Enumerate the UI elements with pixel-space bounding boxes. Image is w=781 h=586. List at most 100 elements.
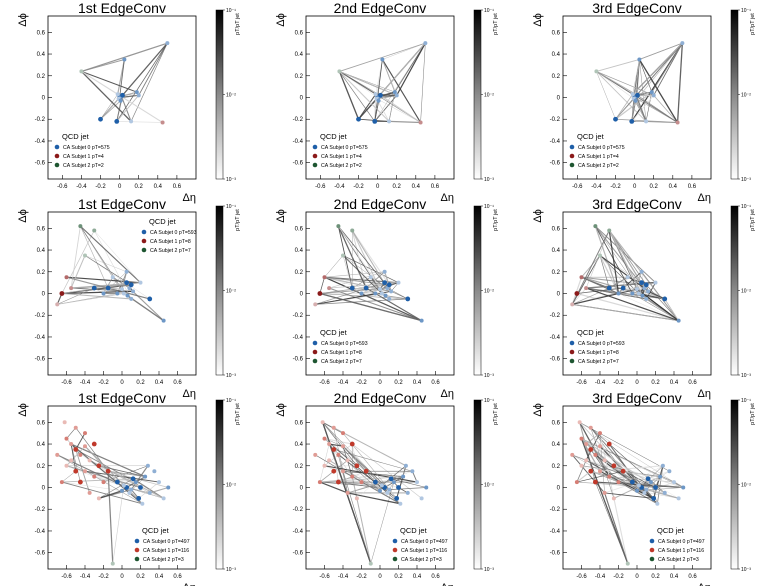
particle-point <box>134 90 139 95</box>
x-tick-label: 0.4 <box>412 184 421 190</box>
particle-point <box>394 93 399 98</box>
edge-layer <box>55 420 171 566</box>
colorbar-bar <box>730 205 739 376</box>
particle-point <box>359 291 364 296</box>
particle-point <box>124 269 129 274</box>
y-tick-label: 0.2 <box>552 74 561 80</box>
particle-point <box>363 285 369 291</box>
particle-point <box>91 285 97 291</box>
chart-title: 1st EdgeConv <box>78 0 166 16</box>
particle-point <box>607 474 612 479</box>
particle-point <box>359 480 364 485</box>
graph-edge <box>339 71 378 98</box>
particle-point <box>676 496 681 501</box>
graph-edge <box>315 298 408 305</box>
particle-point <box>368 561 373 566</box>
particle-point <box>59 291 65 296</box>
particle-point <box>579 275 584 280</box>
colorbar-tick-label: 10⁻¹ <box>741 8 751 14</box>
particle-point <box>127 286 132 291</box>
edge-layer <box>570 224 681 323</box>
graph-edge <box>637 95 678 123</box>
particle-point <box>62 420 67 425</box>
graph-edge <box>381 59 421 123</box>
particle-point <box>383 293 388 298</box>
x-tick-label: -0.4 <box>76 184 87 190</box>
particle-point <box>646 289 651 294</box>
particle-point <box>140 501 145 506</box>
graph-edge <box>338 71 360 120</box>
y-tick-label: 0 <box>300 96 304 102</box>
legend-entry: CA Subjet 1 pT=8 <box>321 350 362 356</box>
particle-point <box>368 275 373 280</box>
y-tick-label: 0.6 <box>552 420 561 426</box>
graph-edge <box>75 432 86 450</box>
particle-point <box>651 93 656 98</box>
legend: QCD jet CA Subjet 0 pT=497 CA Subjet 1 pT=… <box>134 526 190 563</box>
y-tick-label: 0.6 <box>295 226 304 232</box>
particle-point <box>625 561 630 566</box>
particle-point <box>662 490 667 495</box>
colorbar: 10⁻¹ 10⁻² 10⁻³ pT/pT jet <box>473 204 499 379</box>
x-tick-label: 0.6 <box>431 380 440 386</box>
colorbar-label: pT/pT jet <box>235 209 241 231</box>
particle-point <box>115 92 120 97</box>
particle-point <box>648 480 653 485</box>
legend-entry: CA Subjet 2 pT=3 <box>401 557 442 563</box>
graph-edge <box>608 230 680 321</box>
x-tick-label: -0.6 <box>315 184 326 190</box>
particle-point <box>152 469 157 474</box>
y-tick-label: -0.4 <box>550 529 561 535</box>
graph-edge <box>338 225 392 292</box>
graph-edge <box>645 92 653 122</box>
particle-point <box>350 228 355 233</box>
y-tick-label: -0.2 <box>35 313 46 319</box>
particle-point <box>165 41 170 46</box>
particle-point <box>642 490 647 495</box>
particle-point <box>350 474 355 479</box>
particle-point <box>341 469 345 474</box>
particle-point <box>336 452 341 457</box>
particle-point <box>602 458 607 463</box>
chart-panel-8: 2nd EdgeConv -0.6 -0.4 -0.2 0 0.2 0.4 0.6 0.6 0.4… <box>275 390 499 586</box>
graph-edge <box>107 471 114 564</box>
particle-point <box>644 119 649 124</box>
colorbar-bar <box>215 9 224 180</box>
graph-edge <box>585 287 679 322</box>
x-tick-label: -0.4 <box>334 184 345 190</box>
graph-edge <box>635 95 654 101</box>
particle-point <box>655 501 660 506</box>
colorbar-tick-label: 10⁻² <box>484 93 494 99</box>
particle-point <box>405 490 410 495</box>
graph-edge <box>390 291 408 300</box>
legend-entry: CA Subjet 1 pT=8 <box>578 350 619 356</box>
particle-point <box>398 501 403 506</box>
graph-edge <box>329 443 344 447</box>
x-tick-label: -0.2 <box>610 184 621 190</box>
x-tick-label: 0 <box>378 574 382 580</box>
particle-point <box>378 287 382 292</box>
graph-edge <box>329 282 399 289</box>
colorbar-label: pT/pT jet <box>493 403 499 425</box>
colorbar-bar <box>215 399 224 570</box>
graph-edge <box>315 290 392 305</box>
graph-edge <box>127 295 164 322</box>
particle-point <box>87 490 92 495</box>
legend-entry: CA Subjet 2 pT=7 <box>321 359 362 365</box>
particle-point <box>598 253 602 258</box>
legend-entry: CA Subjet 0 pT=575 <box>321 145 368 151</box>
x-tick-label: 0 <box>633 184 637 190</box>
colorbar: 10⁻¹ 10⁻² 10⁻³ pT/pT jet <box>215 204 241 379</box>
legend-marker <box>569 153 575 159</box>
y-tick-label: 0.4 <box>295 248 304 254</box>
particle-point <box>129 119 134 124</box>
particle-point <box>574 480 579 485</box>
particle-point <box>336 224 341 229</box>
graph-edge <box>618 293 679 321</box>
particle-point <box>598 469 602 474</box>
graph-edge <box>645 282 656 300</box>
y-tick-label: 0.2 <box>552 270 561 276</box>
particle-point <box>387 119 392 124</box>
x-tick-label: 0 <box>376 184 380 190</box>
colorbar-tick-label: 10⁻³ <box>484 177 494 183</box>
